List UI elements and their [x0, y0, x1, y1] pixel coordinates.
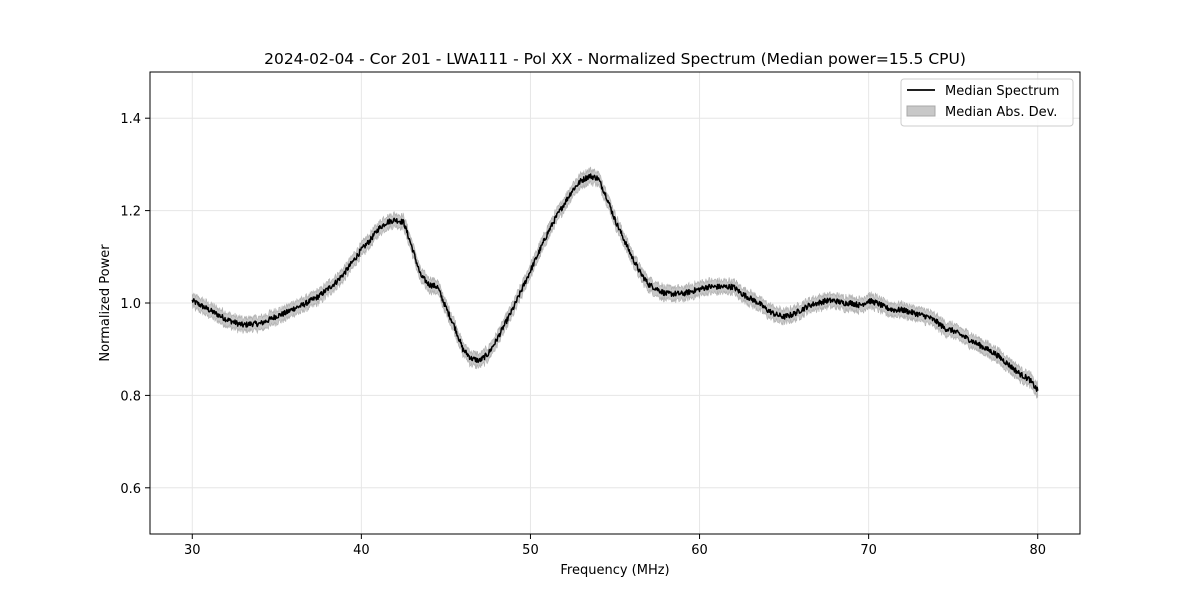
x-tick-label: 40: [353, 543, 370, 558]
x-tick-label: 80: [1029, 543, 1046, 558]
legend-label-median-spectrum: Median Spectrum: [945, 84, 1059, 99]
y-tick-label: 0.6: [120, 482, 141, 497]
median-spectrum-line: [191, 173, 1039, 392]
y-tick-label: 0.8: [120, 389, 141, 404]
legend: Median Spectrum Median Abs. Dev.: [900, 78, 1074, 127]
y-tick-label: 1.4: [120, 112, 141, 127]
x-tick-label: 30: [184, 543, 201, 558]
legend-label-median-abs-dev: Median Abs. Dev.: [945, 105, 1057, 120]
chart-title: 2024-02-04 - Cor 201 - LWA111 - Pol XX -…: [264, 50, 966, 68]
x-axis-ticks: 30 40 50 60 70 80: [184, 534, 1046, 558]
legend-box: [900, 78, 1074, 127]
x-tick-label: 70: [860, 543, 877, 558]
x-tick-label: 50: [522, 543, 539, 558]
x-axis-label: Frequency (MHz): [560, 563, 669, 578]
median-line-layer: [191, 173, 1039, 392]
y-axis-ticks: 0.6 0.8 1.0 1.2 1.4: [120, 112, 150, 497]
y-tick-label: 1.2: [120, 205, 141, 220]
y-axis-label: Normalized Power: [98, 244, 113, 362]
legend-band-swatch: [906, 105, 936, 117]
y-tick-label: 1.0: [120, 297, 141, 312]
x-tick-label: 60: [691, 543, 708, 558]
